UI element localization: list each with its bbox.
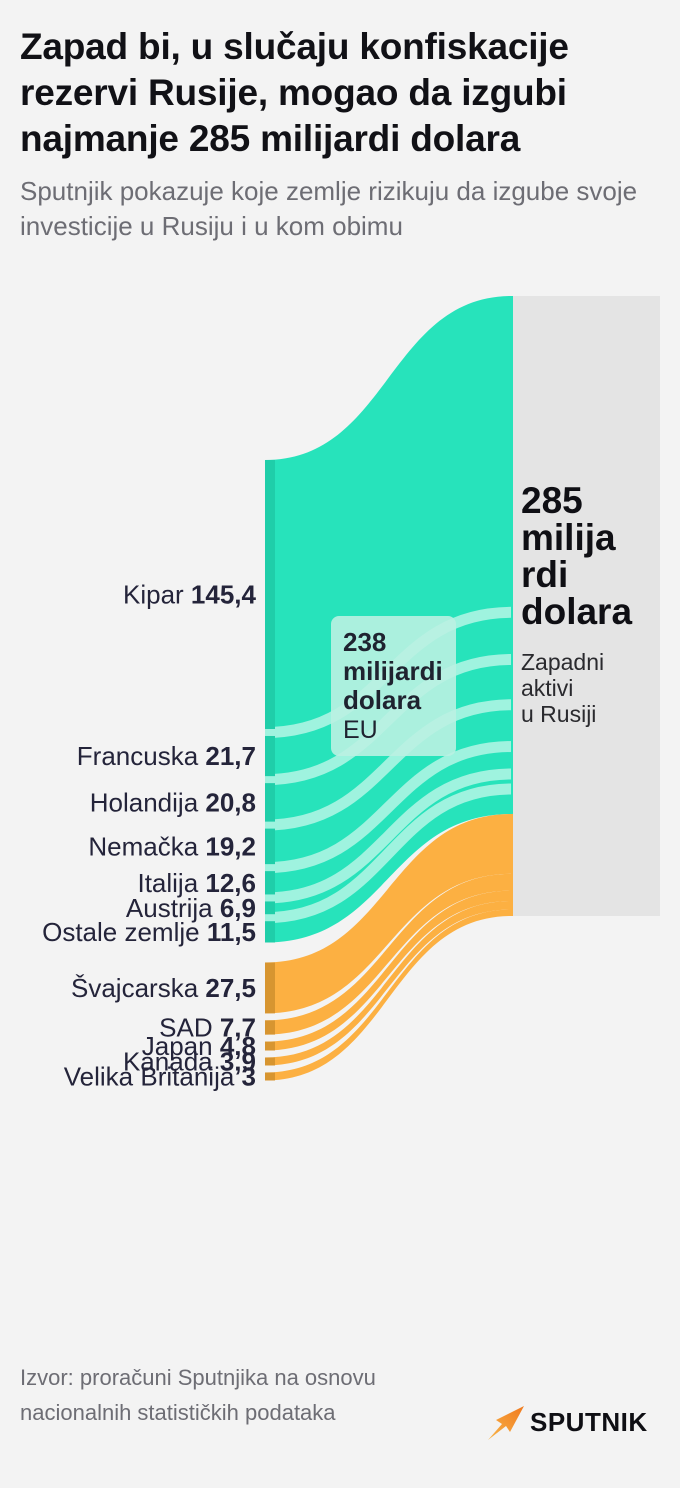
flow-value: 19,2 [205,831,256,861]
flow-value: 6,9 [220,893,256,923]
chart-subtitle: Sputnjik pokazuje koje zemlje rizikuju d… [20,176,638,241]
flows-layer [264,296,513,1081]
flow-name: Japan [142,1031,220,1061]
flow-value: 20,8 [205,787,256,817]
total-value-line-2: milija [521,517,616,558]
bar-sad [265,1020,275,1035]
bar-svajcarska [265,962,275,1014]
flow-label-velika-britanija: Velika Britanija 3 [64,1061,256,1091]
eu-flow-separator [264,741,513,874]
eu-flow-separator [264,699,513,831]
flow-name: Holandija [90,787,206,817]
flow-label-kanada: Kanada 3,9 [123,1046,256,1076]
total-value-line-1: 285 [521,480,583,521]
eu-node-box: 238 milijardi dolara EU [331,616,456,756]
bar-holandija [265,783,275,822]
bar-italija [265,871,275,895]
sankey-chart: 238 milijardi dolara EU 285 milija rdi d… [42,296,660,1091]
bar-kanada [265,1057,275,1066]
flow-name: Austrija [126,893,220,923]
total-label-line-2: aktivi [521,675,573,701]
flow-label-austrija: Austrija 6,9 [126,893,256,923]
eu-flow-separator [264,783,513,924]
flow-name: Ostale zemlje [42,917,207,947]
total-label-line-3: u Rusiji [521,701,596,727]
eu-node-box-bg [331,616,456,756]
flow-value: 3,9 [220,1046,256,1076]
bar-velika-britanija [265,1072,275,1081]
flow-value: 27,5 [205,973,256,1003]
bar-kipar [265,460,275,729]
sputnik-arrow-icon [488,1406,524,1440]
bar-ostale-zemlje [265,921,275,943]
flow-label-kipar: Kipar 145,4 [123,579,257,609]
flow-value: 4,8 [220,1031,256,1061]
total-node-label: 285 milija rdi dolara Zapadni aktivi u R… [521,480,632,727]
flow-label-japan: Japan 4,8 [142,1031,256,1061]
flow-label-ostale-zemlje: Ostale zemlje 11,5 [42,917,256,947]
flow-name: Velika Britanija [64,1061,242,1091]
flow-value: 12,6 [205,868,256,898]
flow-value: 145,4 [191,579,257,609]
eu-label: EU [343,716,378,744]
non-eu-flow-edge [511,813,513,916]
flow-svajcarska [265,813,512,1014]
total-node-bar [512,296,660,916]
bar-austrija [265,901,275,915]
eu-value-line-3: dolara [343,685,422,715]
flow-name: SAD [159,1012,220,1042]
eu-flow-separator [264,768,513,904]
bar-nemacka [265,828,275,865]
flow-name: Kipar [123,579,191,609]
flow-sad [265,873,512,1035]
eu-flow-edge [511,296,513,814]
flow-value: 3 [242,1061,256,1091]
flow-kanada [265,900,512,1066]
flow-name: Francuska [77,741,206,771]
total-value-line-4: dolara [521,591,632,632]
flow-value: 11,5 [207,917,256,947]
flow-name: Italija [137,868,205,898]
bars-layer [265,296,660,1081]
source-note: Izvor: proračuni Sputnjika na osnovu nac… [20,1365,376,1425]
bar-japan [265,1041,275,1051]
flow-label-holandija: Holandija 20,8 [90,787,256,817]
logo-text: SPUTNIK [530,1406,648,1437]
bar-francuska [265,735,275,777]
eu-value-line-2: milijardi [343,656,443,686]
flow-name: Kanada [123,1046,220,1076]
flow-label-italija: Italija 12,6 [137,868,256,898]
sputnik-logo: SPUTNIK [486,1398,666,1446]
flow-value: 21,7 [205,741,256,771]
flow-label-sad: SAD 7,7 [159,1012,256,1042]
total-value-line-3: rdi [521,554,568,595]
eu-value-line-1: 238 [343,627,386,657]
flow-name: Nemačka [88,831,205,861]
chart-title: Zapad bi, u slučaju konfiskacije rezervi… [20,26,569,159]
flow-japan [265,890,512,1051]
flow-value: 7,7 [220,1012,256,1042]
flow-velika-britanija [265,909,512,1081]
flow-name: Švajcarska [71,973,205,1003]
flow-label-francuska: Francuska 21,7 [77,741,256,771]
total-label-line-1: Zapadni [521,649,604,675]
flow-label-nemacka: Nemačka 19,2 [88,831,256,861]
flow-label-svajcarska: Švajcarska 27,5 [71,973,256,1003]
